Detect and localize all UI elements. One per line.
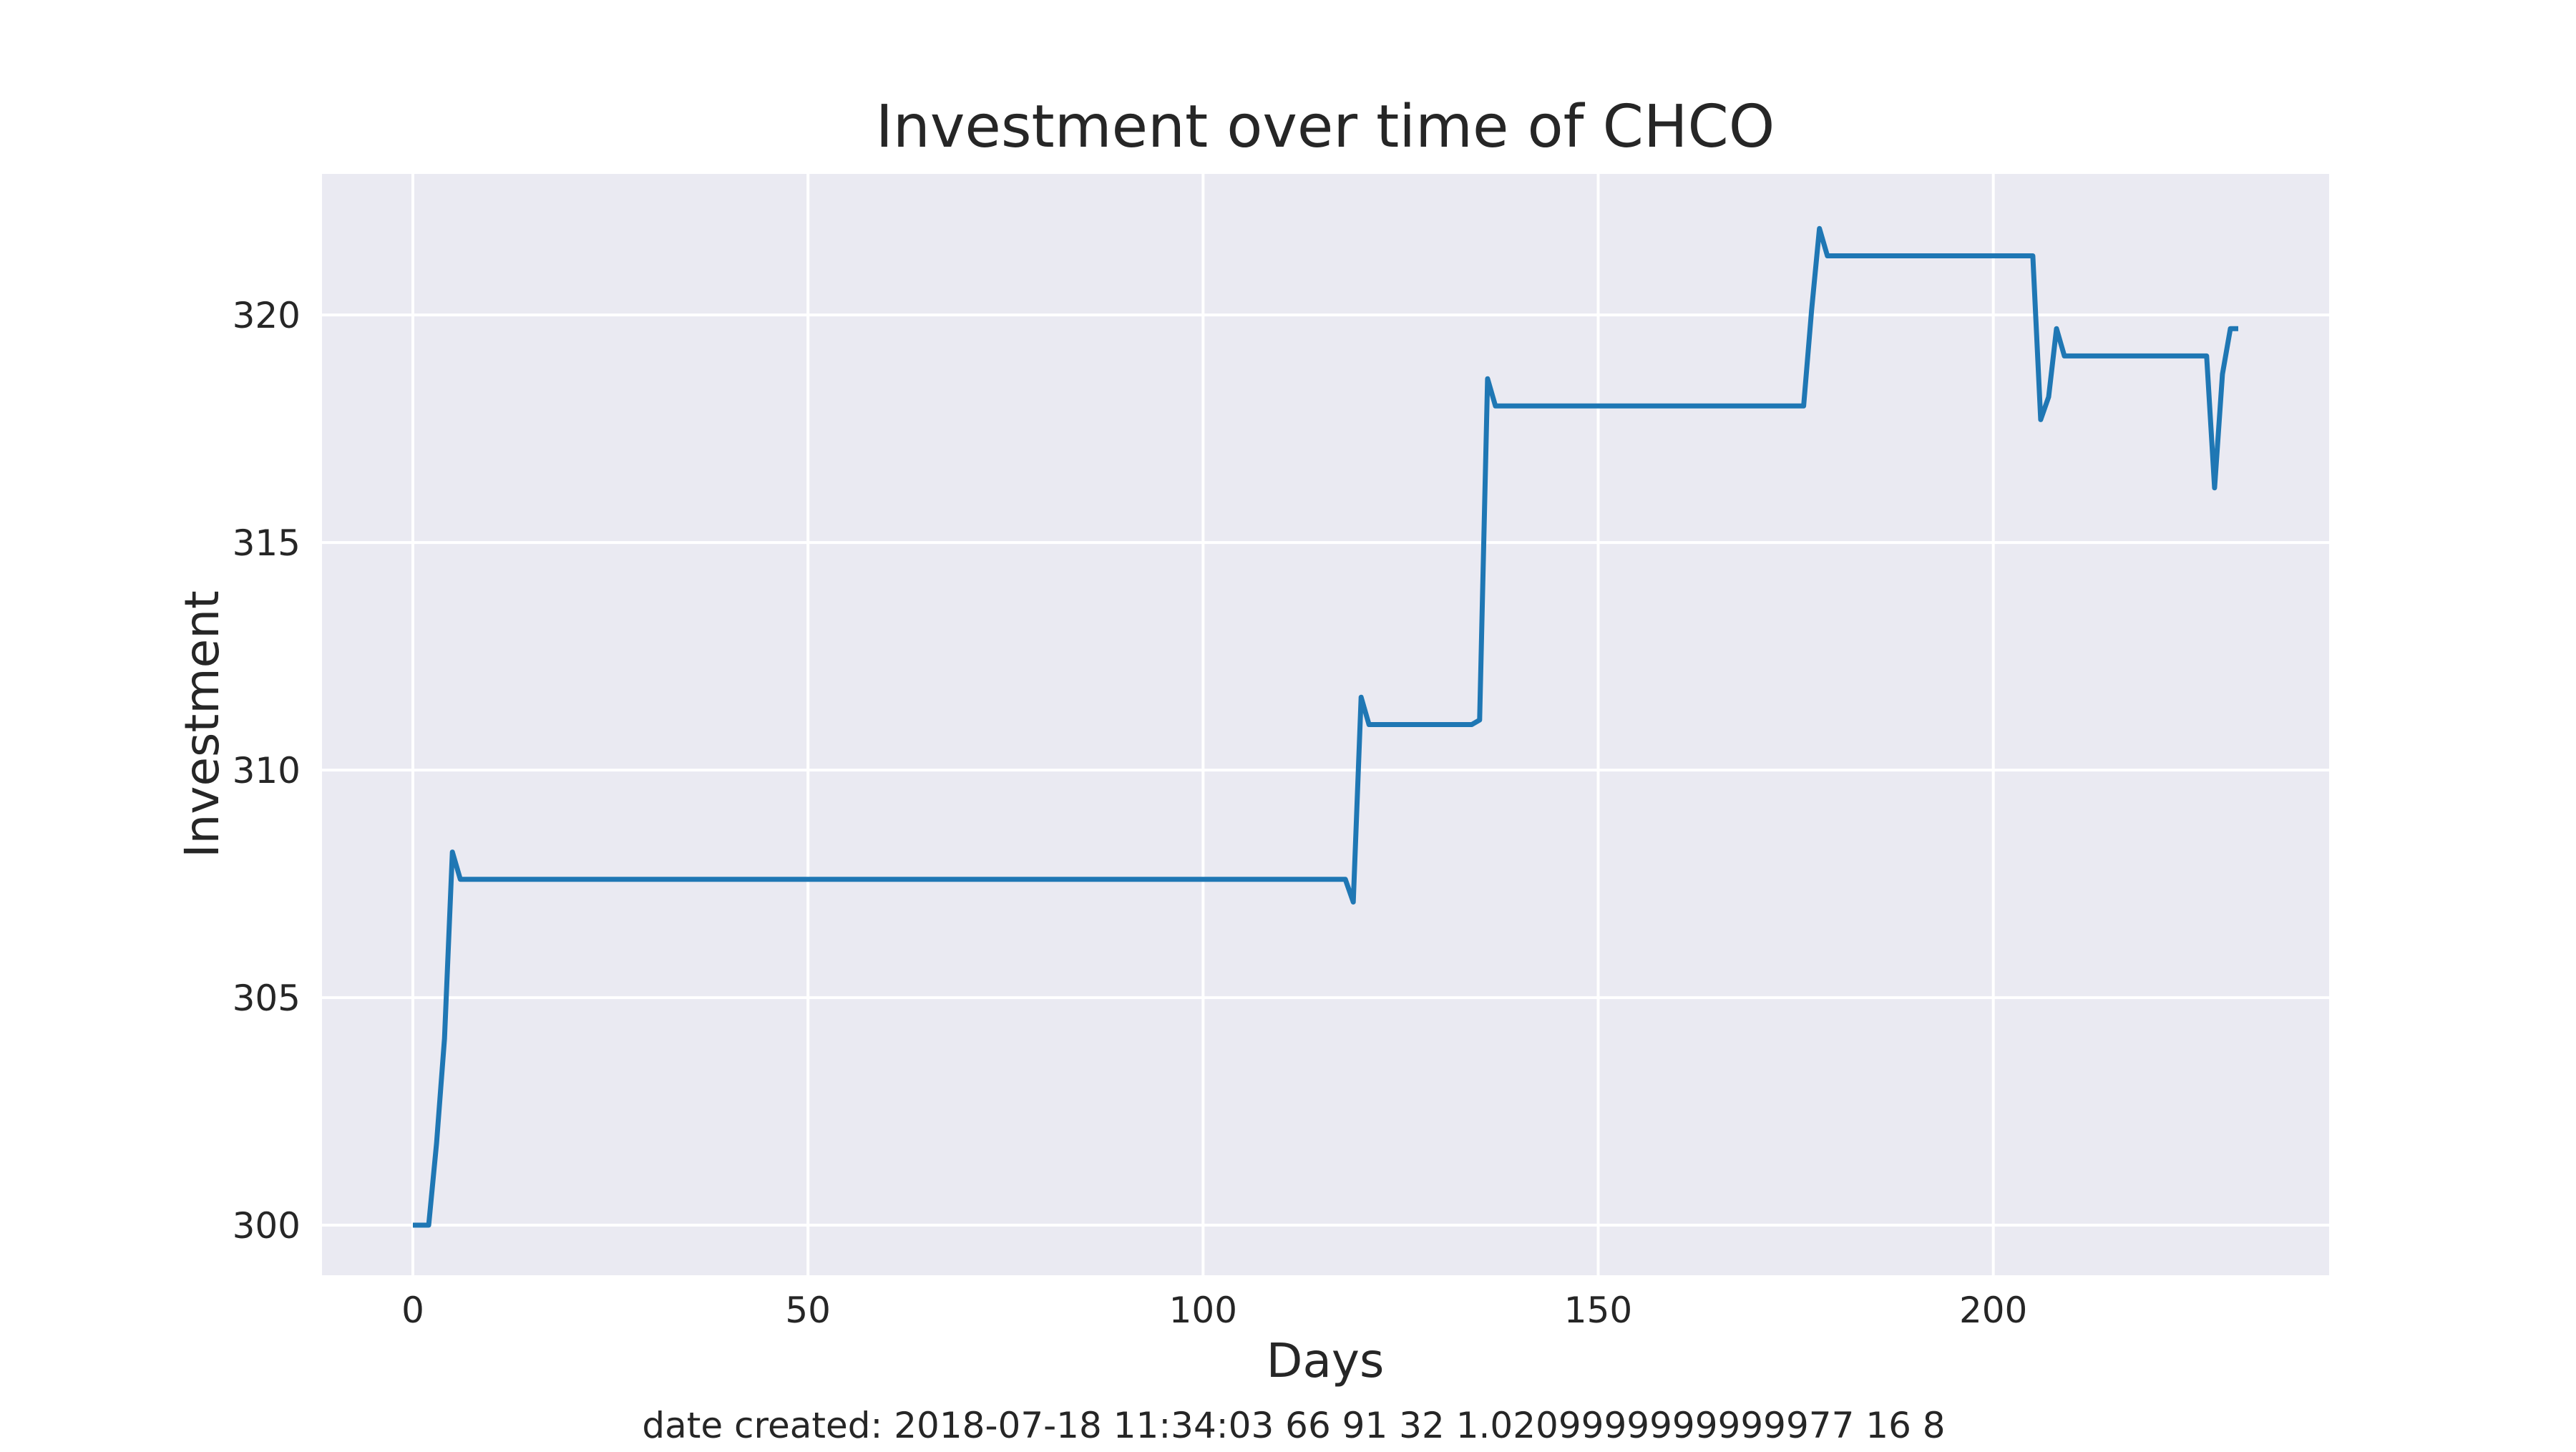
x-tick-label: 200 bbox=[1959, 1290, 2027, 1331]
y-tick-label: 315 bbox=[233, 522, 301, 564]
grid-lines bbox=[322, 174, 2329, 1275]
y-tick-label: 310 bbox=[233, 750, 301, 791]
x-tick-label: 50 bbox=[785, 1290, 831, 1331]
series-line bbox=[413, 225, 2238, 1228]
y-tick-label: 300 bbox=[233, 1205, 301, 1247]
y-tick-label: 320 bbox=[233, 295, 301, 336]
tick-labels: 0 50 100 150 200 300 305 310 315 320 bbox=[233, 295, 2028, 1331]
series-layer bbox=[413, 225, 2238, 1228]
x-axis-label: Days bbox=[1267, 1333, 1385, 1388]
y-axis-label: Investment bbox=[175, 590, 230, 858]
x-tick-label: 100 bbox=[1169, 1290, 1237, 1331]
plot-area bbox=[322, 174, 2329, 1275]
footer-caption: date created: 2018-07-18 11:34:03 66 91 … bbox=[642, 1405, 1945, 1446]
chart-title: Investment over time of CHCO bbox=[876, 93, 1775, 161]
x-tick-label: 150 bbox=[1564, 1290, 1632, 1331]
y-tick-label: 305 bbox=[233, 978, 301, 1019]
x-tick-label: 0 bbox=[401, 1290, 424, 1331]
